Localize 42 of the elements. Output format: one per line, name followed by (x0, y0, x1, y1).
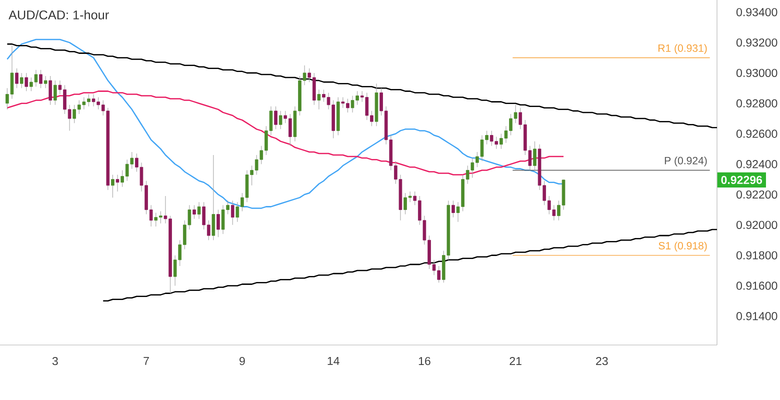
text: AUD/CAD: 1-hour (8, 10, 109, 20)
candlestick (20, 72, 24, 88)
x-tick-label: 16 (418, 356, 430, 366)
y-tick-label: 0.91800 (736, 251, 778, 260)
candlestick (278, 110, 282, 130)
y-tick-label: 0.91400 (736, 312, 778, 320)
candlestick (111, 174, 114, 198)
candlestick (192, 204, 196, 220)
candlestick (452, 200, 455, 218)
candlestick (533, 141, 536, 170)
candlestick (212, 154, 216, 240)
candlestick (48, 76, 52, 106)
candlestick (230, 200, 234, 226)
x-tick-label: 21 (510, 356, 522, 366)
candlestick (274, 106, 278, 130)
ref-line-label: R1 (0.931) (658, 44, 707, 54)
candlestick (216, 209, 220, 238)
ref-line-label: S1 (0.918) (658, 242, 707, 252)
x-tick-label: 23 (596, 356, 608, 366)
candlestick (317, 89, 321, 110)
candlestick (15, 68, 18, 88)
y-tick-label: 0.91600 (736, 282, 778, 290)
ref-line-label: P (0.924) (664, 156, 707, 166)
y-tick-label: 0.92400 (736, 160, 778, 168)
candlestick (116, 174, 120, 192)
x-tick-label: 3 (52, 356, 58, 366)
y-tick-label: 0.93000 (736, 68, 778, 78)
candlestick (39, 70, 42, 88)
y-tick-label: 0.93200 (736, 38, 778, 47)
candlestick (24, 72, 28, 92)
text: 0.92296 (721, 176, 762, 184)
candlestick (197, 202, 201, 220)
y-tick-label: 0.92600 (736, 130, 778, 138)
y-tick-label: 0.93400 (736, 8, 778, 16)
x-tick-label: 14 (328, 356, 340, 365)
y-tick-label: 0.92200 (736, 190, 778, 199)
x-tick-label: 7 (144, 356, 149, 365)
x-tick-label: 9 (240, 356, 245, 366)
y-tick-label: 0.92000 (736, 220, 778, 229)
candlestick (44, 76, 48, 88)
y-tick-label: 0.92800 (736, 99, 778, 108)
candlestick (54, 80, 57, 106)
